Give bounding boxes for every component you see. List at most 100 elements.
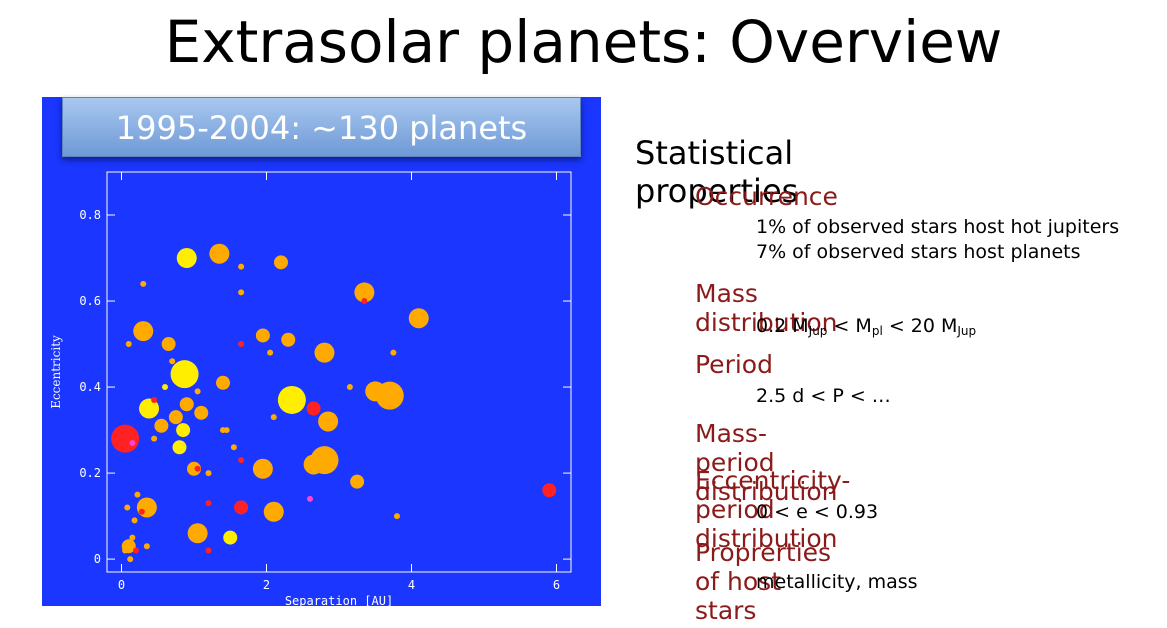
section-title-period: Period — [695, 350, 773, 379]
planet-point — [169, 358, 176, 365]
planet-point — [318, 411, 339, 432]
mass-high: < 20 M — [882, 315, 958, 337]
eccentricity-separation-scatter-plot: 0 2 4 6 0 0.2 0.4 0.6 0.8 Separation [AU] Eccentri… — [49, 171, 572, 606]
y-tick-label: 0 — [94, 552, 101, 566]
planet-point — [127, 556, 134, 563]
mass-high-sub: Jup — [957, 324, 977, 338]
planet-point — [277, 385, 306, 414]
planet-point — [542, 483, 557, 498]
y-tick-label: 0.2 — [79, 466, 101, 480]
x-tick-label: 2 — [263, 578, 270, 592]
planet-point — [151, 435, 158, 442]
planet-point — [223, 530, 238, 545]
x-tick-label: 6 — [553, 578, 560, 592]
planet-point — [350, 474, 365, 489]
planet-point — [263, 501, 284, 522]
planet-point — [252, 458, 273, 479]
planet-point — [194, 388, 201, 395]
planet-point — [143, 543, 150, 550]
y-axis-label: Eccentricity — [49, 335, 63, 409]
occurrence-detail-hot-jupiters: 1% of observed stars host hot jupiters — [756, 216, 1120, 238]
planet-point — [408, 308, 429, 329]
planet-point — [154, 418, 169, 433]
planet-point — [131, 517, 138, 524]
planet-point — [238, 263, 245, 270]
planet-point — [234, 500, 249, 515]
planet-point — [161, 337, 176, 352]
planet-point — [187, 523, 208, 544]
planet-point — [307, 495, 313, 502]
y-tick-label: 0.8 — [79, 208, 101, 222]
planet-point — [134, 491, 141, 498]
planet-point — [205, 547, 212, 554]
planet-point — [394, 513, 400, 520]
x-axis-label: Separation [AU] — [285, 594, 393, 606]
slide-title: Extrasolar planets: Overview — [164, 8, 1003, 76]
planet-point — [129, 439, 136, 446]
planet-point — [306, 401, 321, 416]
planet-point — [140, 280, 147, 287]
planet-point — [223, 427, 230, 434]
planet-point — [133, 321, 154, 342]
planet-point — [270, 414, 277, 421]
planet-point — [162, 384, 168, 391]
period-detail: 2.5 d < P < … — [756, 385, 891, 407]
section-title-mass-period: Mass-period distribution — [695, 419, 838, 506]
planet-point — [281, 332, 296, 347]
planet-point — [122, 547, 129, 554]
planet-point — [303, 454, 324, 475]
stats-heading: Statistical properties — [635, 134, 799, 210]
y-tick-label: 0.4 — [79, 380, 101, 394]
planet-point — [151, 396, 158, 403]
planet-point — [209, 243, 230, 264]
planet-point — [176, 423, 191, 438]
occurrence-detail-planets: 7% of observed stars host planets — [756, 241, 1081, 263]
x-tick-label: 4 — [408, 578, 415, 592]
planet-point — [139, 398, 160, 419]
planet-point — [124, 504, 131, 511]
mass-distribution-formula: 0.2 MJup < Mpl < 20 MJup — [756, 315, 976, 338]
planet-point — [111, 424, 140, 453]
mass-low-sub: Jup — [808, 324, 828, 338]
planet-point — [238, 289, 245, 296]
planet-point — [170, 360, 199, 389]
planet-point — [205, 470, 212, 477]
planet-point — [230, 444, 237, 451]
section-title-mass-distribution: Mass distribution — [695, 279, 838, 337]
planet-point — [354, 282, 375, 303]
planet-point — [314, 342, 335, 363]
planet-point — [172, 440, 187, 455]
planet-point — [136, 497, 157, 518]
mass-low: 0.2 M — [756, 315, 809, 337]
plot-frame — [106, 171, 572, 573]
planet-point — [187, 461, 201, 476]
planet-point — [365, 381, 386, 402]
planet-point — [346, 384, 353, 391]
mass-mid: < M — [827, 315, 872, 337]
planet-point — [205, 500, 212, 507]
planet-point — [216, 375, 230, 390]
planet-point — [194, 405, 209, 420]
planet-point — [129, 534, 136, 541]
x-tick-label: 0 — [118, 578, 125, 592]
planet-point — [194, 465, 201, 472]
planet-point — [361, 298, 368, 305]
host-stars-detail: metallicity, mass — [756, 571, 918, 593]
section-title-eccentricity-period: Eccentricity-period distribution — [695, 466, 851, 553]
plot-banner: 1995-2004: ~130 planets — [62, 97, 581, 157]
planet-point — [390, 349, 397, 356]
section-title-occurrence: Occurrence — [695, 182, 838, 211]
eccentricity-detail: 0 < e < 0.93 — [756, 501, 879, 523]
planet-point — [138, 508, 145, 515]
planet-point — [274, 255, 288, 270]
planet-point — [238, 457, 245, 464]
planet-point — [176, 248, 197, 269]
mass-mid-sub: pl — [871, 324, 883, 338]
planet-point — [168, 410, 183, 425]
planet-point — [133, 547, 139, 554]
section-title-host-stars: Proprerties of host stars — [695, 538, 832, 625]
planet-point — [179, 397, 194, 412]
y-tick-label: 0.6 — [79, 294, 101, 308]
planet-point — [238, 341, 245, 348]
planet-point — [267, 349, 274, 356]
